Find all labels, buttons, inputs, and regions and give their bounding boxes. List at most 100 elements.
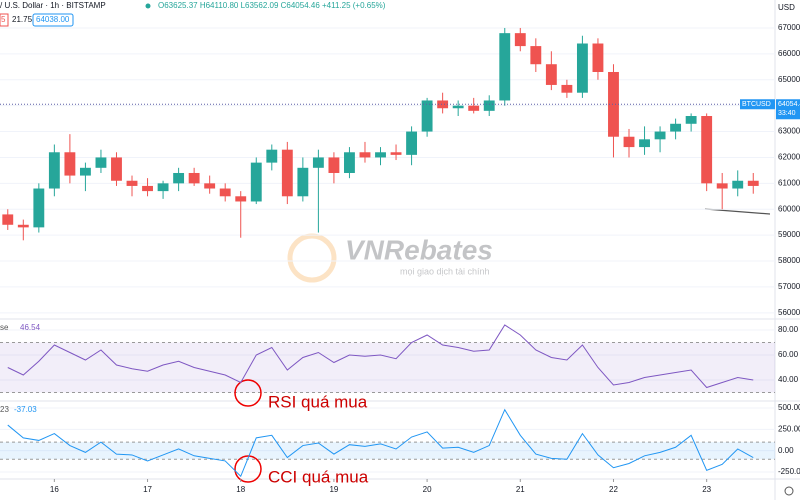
candle-body xyxy=(716,183,728,189)
sell-price[interactable]: 5 xyxy=(1,15,6,24)
candle-body xyxy=(2,214,14,225)
candle-body xyxy=(281,149,293,197)
y-tick-label: -250.00 xyxy=(778,467,800,476)
last-price-box xyxy=(776,99,800,120)
y-tick-label: 67000.00 xyxy=(778,23,800,32)
x-tick-label: 23 xyxy=(702,485,711,494)
candle-body xyxy=(111,157,122,181)
candle-body xyxy=(235,196,247,202)
cci-annotation: CCI quá mua xyxy=(268,467,369,486)
candle-body xyxy=(623,136,635,148)
candle-body xyxy=(17,224,29,228)
candle-body xyxy=(530,46,542,65)
symbol: / U.S. Dollar · 1h · BITSTAMP xyxy=(0,1,106,10)
candle-body xyxy=(639,139,650,148)
candle-body xyxy=(219,188,231,197)
watermark: VNRebates mọi giao dịch tài chính xyxy=(287,233,493,283)
candle-body xyxy=(359,152,371,158)
y-tick-label: 65000.00 xyxy=(778,75,800,84)
indicator-line xyxy=(7,408,754,478)
candle-body xyxy=(608,71,619,137)
indicator-line xyxy=(7,324,754,389)
band-fill xyxy=(0,442,775,460)
x-tick-label: 18 xyxy=(236,485,245,494)
candle-body xyxy=(592,43,604,72)
x-tick-label: 20 xyxy=(423,485,432,494)
spread: 21.75 xyxy=(12,15,33,24)
candle-body xyxy=(747,180,759,186)
candle-body xyxy=(732,180,744,189)
candle-body xyxy=(483,100,495,111)
band-fill xyxy=(0,342,775,393)
candle-body xyxy=(266,149,278,163)
candle-body xyxy=(421,100,433,132)
candle-body xyxy=(312,157,324,168)
y-tick-label: 80.00 xyxy=(778,325,799,334)
y-tick-label: 61000.00 xyxy=(778,178,800,187)
candle-body xyxy=(204,183,216,189)
sell-button[interactable] xyxy=(0,13,9,27)
last-price-tag xyxy=(740,99,775,110)
cci-label: 23 xyxy=(0,405,9,414)
candle-body xyxy=(499,33,511,101)
last-price-label: 64054.4 xyxy=(778,101,800,108)
candle-body xyxy=(390,152,402,155)
rsi-label: se xyxy=(0,323,9,332)
y-tick-label: 0.00 xyxy=(778,446,794,455)
candle-body xyxy=(406,131,418,155)
y-tick-label: 58000.00 xyxy=(778,256,800,265)
rsi-value: 46.54 xyxy=(20,323,41,332)
buy-price[interactable]: 64038.00 xyxy=(36,15,70,24)
candle-body xyxy=(670,123,682,132)
ohlc: O63625.37 H64110.80 L63562.09 C64054.46 … xyxy=(158,1,386,10)
candle-body xyxy=(33,188,45,228)
last-price-name: BTCUSD xyxy=(742,101,771,108)
candle-body xyxy=(468,105,480,111)
candle-body xyxy=(685,116,697,124)
candle-body xyxy=(654,131,666,140)
candle-body xyxy=(142,185,153,192)
candle-body xyxy=(48,152,60,189)
watermark-logo xyxy=(287,233,337,283)
rsi-annotation: RSI quá mua xyxy=(268,392,368,411)
trend-line xyxy=(704,208,771,215)
candle-body xyxy=(95,157,107,168)
y-tick-label: 40.00 xyxy=(778,375,799,384)
y-tick-label: 500.00 xyxy=(778,403,800,412)
y-tick-label: 66000.00 xyxy=(778,49,800,58)
candle-body xyxy=(328,157,340,173)
y-tick-label: 63000.00 xyxy=(778,127,800,136)
market-status xyxy=(145,3,151,9)
candle-body xyxy=(375,152,386,158)
x-tick-label: 19 xyxy=(329,485,338,494)
countdown: 33:40 xyxy=(778,110,796,117)
y-tick-label: 250.00 xyxy=(778,424,800,433)
candle-body xyxy=(561,84,573,93)
x-tick-label: 22 xyxy=(609,485,618,494)
y-tick-label: 57000.00 xyxy=(778,282,800,291)
y-tick-label: 60000.00 xyxy=(778,204,800,213)
candle-body xyxy=(64,152,76,176)
watermark-brand: VNRebates xyxy=(345,234,493,265)
candle-body xyxy=(344,152,355,173)
buy-button[interactable] xyxy=(32,13,74,27)
candle-body xyxy=(188,172,200,184)
candle-body xyxy=(250,162,262,202)
candle-body xyxy=(157,183,169,192)
candle-body xyxy=(545,64,557,85)
cci-value: -37.03 xyxy=(14,405,37,414)
rsi-highlight xyxy=(234,379,262,407)
candle-body xyxy=(437,100,449,109)
candle-body xyxy=(79,167,91,176)
x-tick-label: 16 xyxy=(50,485,59,494)
y-tick-label: 60.00 xyxy=(778,350,799,359)
candle-body xyxy=(173,172,185,184)
candle-body xyxy=(576,43,588,93)
y-tick-label: 59000.00 xyxy=(778,230,800,239)
settings-icon[interactable] xyxy=(784,486,794,496)
candle-body xyxy=(297,167,309,197)
y-tick-label: 62000.00 xyxy=(778,153,800,162)
x-tick-label: 17 xyxy=(143,485,152,494)
